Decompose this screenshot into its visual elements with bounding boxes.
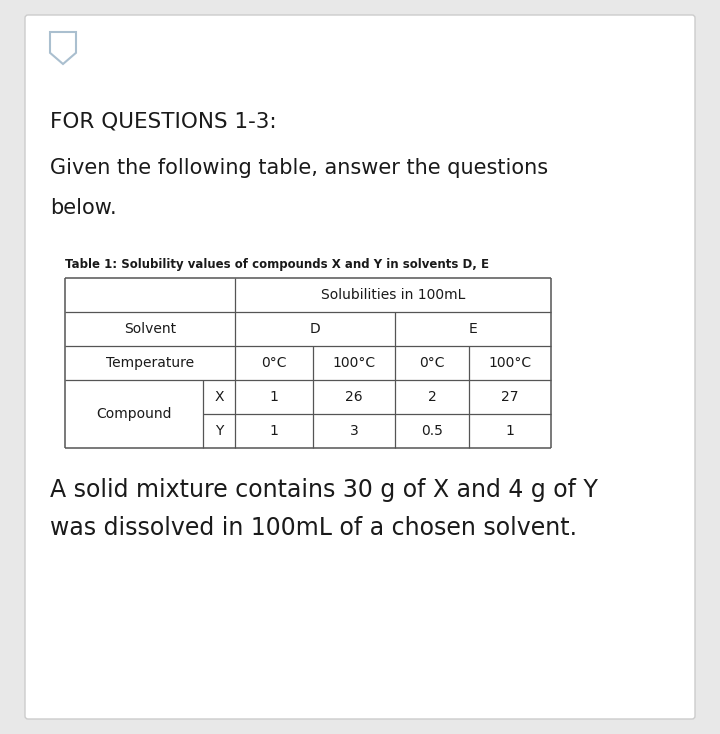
Text: 0°C: 0°C: [419, 356, 445, 370]
Text: Compound: Compound: [96, 407, 172, 421]
Text: 27: 27: [501, 390, 518, 404]
Text: FOR QUESTIONS 1-3:: FOR QUESTIONS 1-3:: [50, 112, 276, 132]
Text: 0°C: 0°C: [261, 356, 287, 370]
Text: 2: 2: [428, 390, 436, 404]
Text: 26: 26: [345, 390, 363, 404]
Text: Temperature: Temperature: [106, 356, 194, 370]
Text: A solid mixture contains 30 g of X and 4 g of Y: A solid mixture contains 30 g of X and 4…: [50, 478, 598, 502]
FancyBboxPatch shape: [25, 15, 695, 719]
Text: Solvent: Solvent: [124, 322, 176, 336]
Text: below.: below.: [50, 198, 117, 218]
Text: 1: 1: [269, 424, 279, 438]
Text: X: X: [215, 390, 224, 404]
Text: 100°C: 100°C: [488, 356, 531, 370]
Text: Solubilities in 100mL: Solubilities in 100mL: [321, 288, 465, 302]
Polygon shape: [50, 32, 76, 64]
Text: 0.5: 0.5: [421, 424, 443, 438]
Text: 100°C: 100°C: [333, 356, 376, 370]
Text: Table 1: Solubility values of compounds X and Y in solvents D, E: Table 1: Solubility values of compounds …: [65, 258, 489, 271]
Text: 1: 1: [269, 390, 279, 404]
Text: Y: Y: [215, 424, 223, 438]
Text: D: D: [310, 322, 320, 336]
Text: E: E: [469, 322, 477, 336]
Text: 3: 3: [350, 424, 359, 438]
Text: 1: 1: [505, 424, 514, 438]
Text: was dissolved in 100mL of a chosen solvent.: was dissolved in 100mL of a chosen solve…: [50, 516, 577, 540]
Text: Given the following table, answer the questions: Given the following table, answer the qu…: [50, 158, 548, 178]
